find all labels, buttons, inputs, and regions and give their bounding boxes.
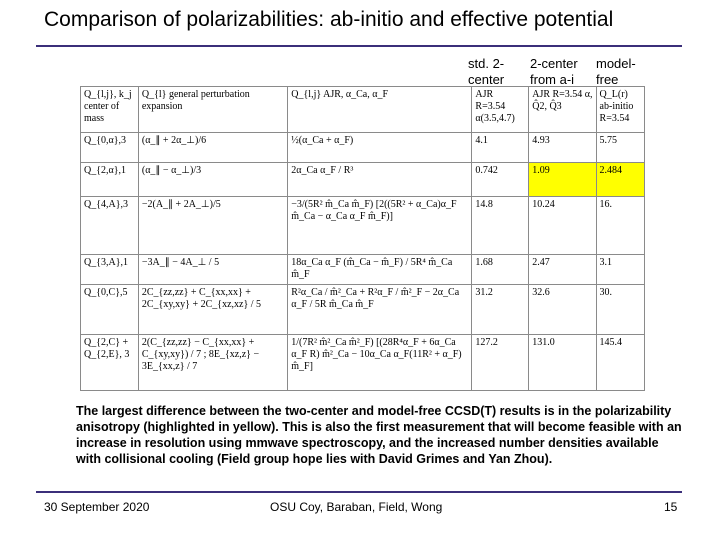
table-cell: −3/(5R² m̂_Ca m̂_F) [2((5R² + α_Ca)α_F m… xyxy=(287,196,473,255)
footer-divider xyxy=(36,491,682,493)
table-cell: 127.2 xyxy=(471,334,530,391)
table-cell: (α_∥ + 2α_⊥)/6 xyxy=(137,132,289,163)
table-cell: 5.75 xyxy=(595,132,646,163)
table-cell: 4.93 xyxy=(528,132,597,163)
table-cell: Q_{l,j}, k_j center of mass xyxy=(80,86,139,133)
table-cell: 30. xyxy=(595,284,646,335)
table-cell: 3.1 xyxy=(595,254,646,285)
table-cell: 2C_{zz,zz} + C_{xx,xx} + 2C_{xy,xy} + 2C… xyxy=(137,284,289,335)
table-row-header: Q_{l,j}, k_j center of mass Q_{l} genera… xyxy=(80,86,646,133)
table-cell: Q_{l,j} AJR, α_Ca, α_F xyxy=(287,86,473,133)
table-cell: Q_{0,α},3 xyxy=(80,132,139,163)
table-cell: 1/(7R² m̂²_Ca m̂²_F) [(28R⁴α_F + 6α_Ca α… xyxy=(287,334,473,391)
table-cell: −2(A_∥ + 2A_⊥)/5 xyxy=(137,196,289,255)
table-cell: (α_∥ − α_⊥)/3 xyxy=(137,162,289,197)
table-cell: 32.6 xyxy=(528,284,597,335)
table-cell: 1.68 xyxy=(471,254,530,285)
slide-title: Comparison of polarizabilities: ab-initi… xyxy=(44,8,614,31)
table-cell: −3A_∥ − 4A_⊥ / 5 xyxy=(137,254,289,285)
table-cell: Q_{0,C},5 xyxy=(80,284,139,335)
table-row: Q_{2,C} + Q_{2,E}, 3 2(C_{zz,zz} − C_{xx… xyxy=(80,334,646,391)
header-2-center-from-ai: 2-center from a-i xyxy=(530,56,578,87)
table-cell: 4.1 xyxy=(471,132,530,163)
table-cell: 18α_Ca α_F (m̂_Ca − m̂_F) / 5R⁴ m̂_Ca m̂… xyxy=(287,254,473,285)
table-cell: AJR R=3.54 α, Q̂2, Q̂3 xyxy=(528,86,597,133)
table-cell: 2α_Ca α_F / R³ xyxy=(287,162,473,197)
table-cell: 2.47 xyxy=(528,254,597,285)
table-cell: Q_L(r) ab-initio R=3.54 xyxy=(595,86,646,133)
table-cell: 16. xyxy=(595,196,646,255)
table-cell: 131.0 xyxy=(528,334,597,391)
footer-authors: OSU Coy, Baraban, Field, Wong xyxy=(270,500,443,514)
highlighted-cell: 2.484 xyxy=(595,162,646,197)
table-cell: Q_{4,A},3 xyxy=(80,196,139,255)
table-cell: ½(α_Ca + α_F) xyxy=(287,132,473,163)
table-row-highlighted: Q_{2,α},1 (α_∥ − α_⊥)/3 2α_Ca α_F / R³ 0… xyxy=(80,162,646,197)
table-row: Q_{4,A},3 −2(A_∥ + 2A_⊥)/5 −3/(5R² m̂_Ca… xyxy=(80,196,646,255)
table-cell: AJR R=3.54 α(3.5,4.7) xyxy=(471,86,530,133)
table-cell: 10.24 xyxy=(528,196,597,255)
table-cell: Q_{3,A},1 xyxy=(80,254,139,285)
table-cell: Q_{2,α},1 xyxy=(80,162,139,197)
table-cell: 0.742 xyxy=(471,162,530,197)
table-cell: R²α_Ca / m̂²_Ca + R²α_F / m̂²_F − 2α_Ca … xyxy=(287,284,473,335)
highlighted-cell: 1.09 xyxy=(528,162,597,197)
footer-date: 30 September 2020 xyxy=(44,500,150,514)
page-number: 15 xyxy=(664,500,678,514)
table-cell: 31.2 xyxy=(471,284,530,335)
table-cell: 14.8 xyxy=(471,196,530,255)
header-model-free: model-free xyxy=(596,56,636,87)
header-std-2-center: std. 2-center xyxy=(468,56,505,87)
table-cell: 145.4 xyxy=(595,334,646,391)
title-divider xyxy=(36,45,682,47)
table-cell: 2(C_{zz,zz} − C_{xx,xx} + C_{xy,xy}) / 7… xyxy=(137,334,289,391)
table-cell: Q_{l} general perturbation expansion xyxy=(137,86,289,133)
table-row: Q_{3,A},1 −3A_∥ − 4A_⊥ / 5 18α_Ca α_F (m… xyxy=(80,254,646,285)
summary-paragraph: The largest difference between the two-c… xyxy=(76,404,682,466)
table-cell: Q_{2,C} + Q_{2,E}, 3 xyxy=(80,334,139,391)
table-row: Q_{0,C},5 2C_{zz,zz} + C_{xx,xx} + 2C_{x… xyxy=(80,284,646,335)
polarizability-table: Q_{l,j}, k_j center of mass Q_{l} genera… xyxy=(80,86,646,391)
table-row: Q_{0,α},3 (α_∥ + 2α_⊥)/6 ½(α_Ca + α_F) 4… xyxy=(80,132,646,163)
